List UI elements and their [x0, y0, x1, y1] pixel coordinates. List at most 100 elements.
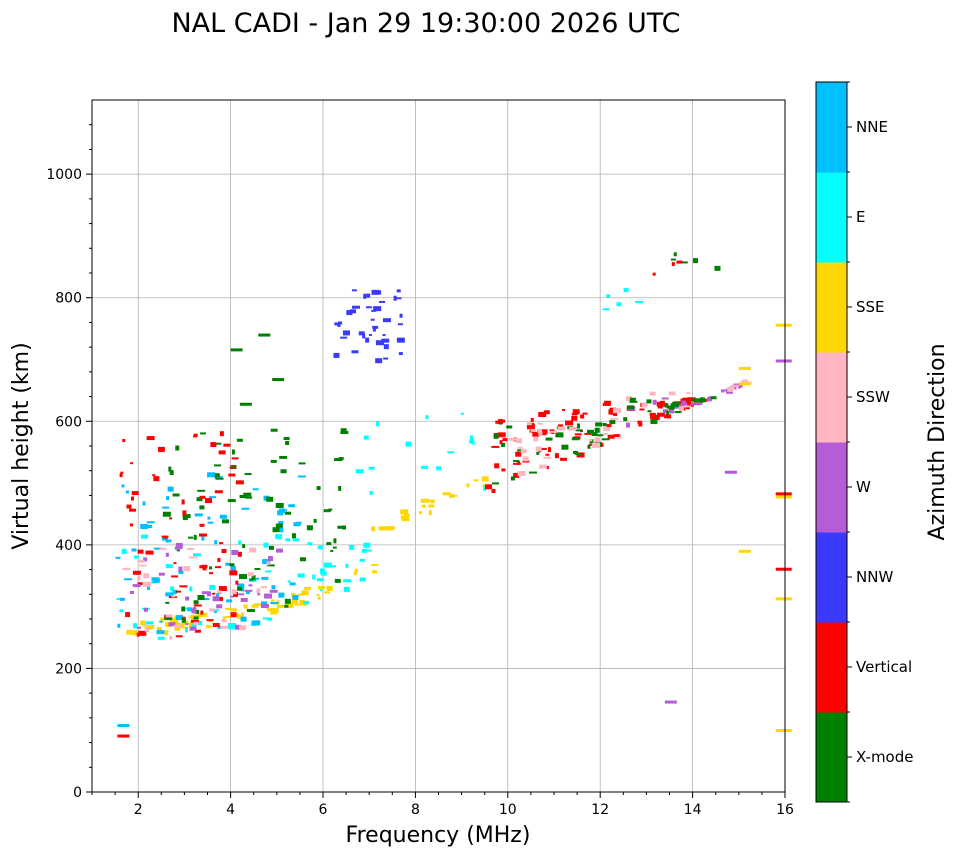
- echo-point-vertical: [517, 460, 521, 465]
- echo-point-sse: [372, 570, 378, 574]
- echo-point-vertical: [218, 596, 223, 601]
- echo-point-ssw: [171, 595, 176, 598]
- echo-point-x-mode: [673, 252, 677, 257]
- echo-point-nne: [178, 570, 184, 574]
- echo-point-sse: [402, 517, 407, 521]
- echo-point-vertical: [584, 432, 592, 435]
- echo-point-w: [720, 389, 729, 392]
- colorbar-label: SSW: [856, 388, 890, 406]
- echo-point-x-mode: [545, 437, 553, 441]
- echo-point-e: [209, 584, 216, 590]
- echo-point-vertical: [560, 457, 568, 461]
- echo-point-e: [262, 617, 271, 620]
- echo-point-nne: [156, 630, 165, 635]
- echo-point-sse: [229, 608, 237, 612]
- echo-point-nnw: [365, 337, 370, 343]
- echo-point-nne: [288, 504, 296, 508]
- echo-point-e: [303, 601, 310, 605]
- echo-point-x-mode: [536, 451, 540, 455]
- echo-point-nnw: [358, 331, 365, 336]
- echo-point-e: [263, 542, 269, 548]
- echo-point-vertical: [687, 397, 696, 402]
- echo-point-ssw: [139, 564, 147, 567]
- colorbar-label: NNW: [856, 568, 893, 586]
- echo-point-vertical: [613, 411, 618, 416]
- echo-point-x-mode: [227, 499, 236, 503]
- echo-point-vertical: [199, 533, 208, 537]
- echo-point-nne: [252, 488, 259, 491]
- echo-point-nnw: [333, 352, 340, 358]
- echo-point-vertical: [194, 629, 201, 633]
- echo-point-nnw: [350, 309, 357, 314]
- echo-point-vertical: [499, 440, 503, 445]
- echo-point-ssw: [169, 635, 173, 640]
- echo-point-nnw: [334, 322, 340, 326]
- echo-point-ssw: [143, 624, 147, 627]
- echo-point-nne: [256, 577, 260, 580]
- echo-point-nne: [226, 599, 233, 603]
- echo-point-nne: [271, 585, 276, 590]
- echo-point-sse: [298, 593, 303, 596]
- echo-point-vertical: [209, 572, 214, 575]
- echo-point-vertical: [193, 435, 198, 438]
- echo-point-ssw: [589, 439, 593, 442]
- echo-point-sse: [317, 596, 321, 600]
- echo-point-x-mode: [275, 502, 284, 508]
- colorbar-segment-e: [816, 172, 847, 263]
- echo-point-x-mode: [326, 542, 332, 546]
- echo-point-x-mode: [330, 549, 334, 552]
- echo-point-x-mode: [270, 459, 277, 463]
- echo-point-nne: [162, 506, 170, 509]
- echo-point-ssw: [260, 586, 267, 589]
- echo-point-vertical: [138, 630, 147, 636]
- echo-point-e: [132, 623, 137, 629]
- echo-point-e: [192, 553, 201, 557]
- echo-point-vertical: [206, 619, 214, 622]
- echo-point-x-mode: [209, 566, 213, 570]
- echo-point-nnw: [396, 289, 401, 293]
- echo-point-vertical: [656, 412, 665, 417]
- echo-point-e: [185, 607, 189, 610]
- echo-point-ssw: [256, 588, 261, 594]
- echo-point-nne: [146, 521, 155, 524]
- echo-point-e: [318, 545, 324, 550]
- echo-point-vertical: [775, 567, 792, 571]
- echo-point-e: [436, 466, 442, 471]
- echo-point-x-mode: [668, 405, 675, 410]
- echo-point-nnw: [383, 344, 389, 350]
- echo-point-vertical: [542, 431, 547, 436]
- echo-point-nne: [214, 476, 223, 480]
- echo-point-x-mode: [283, 437, 290, 441]
- echo-point-vertical: [212, 592, 216, 595]
- echo-point-vertical: [120, 471, 124, 474]
- echo-point-nne: [131, 548, 137, 552]
- echo-point-vertical: [210, 442, 217, 448]
- echo-point-vertical: [664, 414, 672, 419]
- echo-point-x-mode: [168, 466, 172, 472]
- echo-point-x-mode: [258, 333, 271, 337]
- echo-point-w: [206, 591, 211, 597]
- echo-point-sse: [775, 728, 792, 732]
- echo-point-nne: [240, 587, 244, 592]
- echo-point-vertical: [512, 462, 521, 465]
- echo-point-sse: [294, 603, 301, 606]
- echo-point-nnw: [351, 350, 359, 354]
- echo-point-vertical: [554, 453, 559, 459]
- echo-point-sse: [371, 526, 376, 532]
- echo-point-ssw: [537, 422, 543, 425]
- echo-point-vertical: [117, 734, 130, 738]
- colorbar-label: Vertical: [856, 658, 912, 676]
- echo-point-x-mode: [193, 616, 199, 620]
- colorbar-segment-ssw: [816, 352, 847, 443]
- echo-point-x-mode: [338, 485, 342, 491]
- echo-point-x-mode: [598, 441, 602, 447]
- echo-point-x-mode: [237, 586, 243, 591]
- echo-point-vertical: [157, 446, 165, 452]
- echo-point-sse: [775, 597, 792, 601]
- echo-point-vertical: [152, 474, 156, 477]
- echo-point-nne: [140, 523, 149, 529]
- echo-point-e: [316, 578, 324, 582]
- echo-point-ssw: [515, 438, 522, 444]
- echo-point-x-mode: [710, 396, 717, 400]
- echo-point-vertical: [132, 570, 141, 575]
